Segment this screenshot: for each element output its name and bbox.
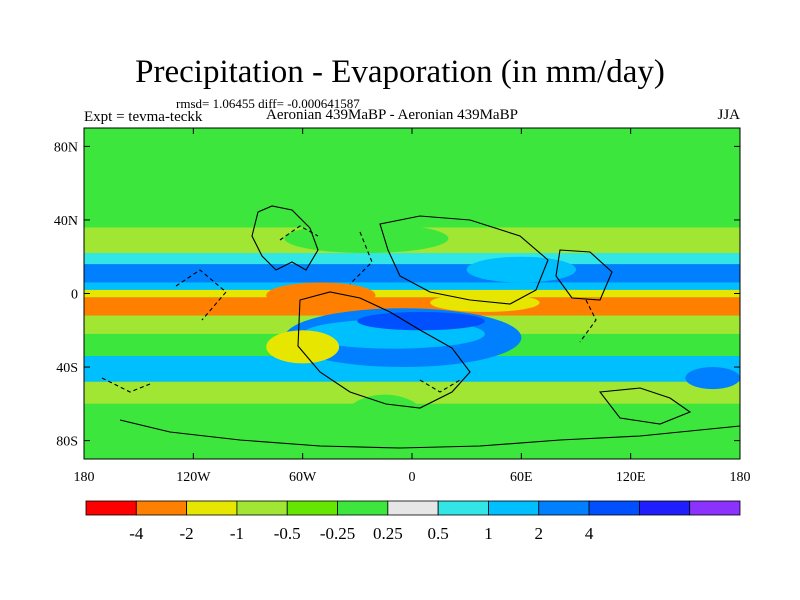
comparison-label: Aeronian 439MaBP - Aeronian 439MaBP xyxy=(266,107,518,123)
colorbar-swatch xyxy=(387,500,439,516)
field-anomaly xyxy=(339,394,431,460)
season-label: JJA xyxy=(717,107,740,123)
colorbar-swatch xyxy=(186,500,238,516)
colorbar-swatch xyxy=(488,500,540,516)
field-band xyxy=(84,381,740,404)
y-tick-label: 80S xyxy=(56,435,78,450)
y-tick-label: 80N xyxy=(54,140,78,155)
colorbar-label: -2 xyxy=(180,524,194,543)
x-tick-label: 60E xyxy=(510,470,533,485)
field-anomaly xyxy=(466,256,576,283)
paleo-coastline-dashed xyxy=(279,225,319,241)
field-anomaly xyxy=(284,223,449,254)
x-tick-label: 120E xyxy=(616,470,646,485)
colorbar-label: 2 xyxy=(535,524,544,543)
field-anomaly xyxy=(430,293,540,312)
chart-title: Precipitation - Evaporation (in mm/day) xyxy=(135,54,665,90)
coastline xyxy=(555,249,613,301)
paleo-coastline-dashed xyxy=(349,231,373,285)
colorbar-label: -1 xyxy=(230,524,244,543)
field-anomaly xyxy=(266,330,340,364)
colorbar-label: 0.5 xyxy=(428,524,449,543)
field-anomaly xyxy=(685,367,741,390)
coastline xyxy=(119,419,741,449)
paleo-coastline-dashed xyxy=(101,377,151,393)
paleo-coastline-dashed xyxy=(579,299,597,343)
field-band xyxy=(84,297,740,316)
axes: 180 120W 60W 0 60E 120E 180 80N 40N 0 40S 80S xyxy=(54,128,751,485)
colorbar-swatch xyxy=(588,500,640,516)
x-tick-label: 180 xyxy=(730,470,751,485)
x-tick-label: 180 xyxy=(74,470,95,485)
coastlines xyxy=(101,205,741,449)
field-band xyxy=(84,264,740,283)
precip-evap-field xyxy=(84,128,741,460)
colorbar-swatch xyxy=(286,500,338,516)
colorbar-swatch xyxy=(538,500,590,516)
paleo-coastline-dashed xyxy=(419,379,461,393)
colorbar: -4 -2 -1 -0.5 -0.25 0.25 0.5 1 2 4 xyxy=(85,500,741,543)
colorbar-label: 4 xyxy=(585,524,594,543)
field-anomaly xyxy=(357,311,485,331)
colorbar-label: -0.25 xyxy=(320,524,355,543)
experiment-label: Expt = tevma-teckk xyxy=(84,109,203,125)
y-tick-label: 40S xyxy=(56,361,78,376)
colorbar-label: -0.5 xyxy=(274,524,301,543)
colorbar-swatch xyxy=(638,500,691,516)
field-band xyxy=(84,253,740,265)
x-tick-label: 0 xyxy=(409,470,416,485)
field-band xyxy=(84,282,740,290)
colorbar-label: 0.25 xyxy=(373,524,403,543)
y-tick-label: 0 xyxy=(71,288,78,303)
colorbar-swatch xyxy=(689,500,741,516)
y-tick-label: 40N xyxy=(54,214,78,229)
field-band xyxy=(84,289,740,298)
colorbar-swatch xyxy=(236,500,288,516)
field-anomaly xyxy=(266,282,376,309)
colorbar-swatch xyxy=(437,500,489,516)
coastline xyxy=(379,215,549,305)
coastline xyxy=(598,387,692,425)
colorbar-label: -4 xyxy=(129,524,144,543)
coastline xyxy=(251,205,319,271)
field-band xyxy=(84,197,740,228)
coastline xyxy=(297,291,471,409)
x-tick-label: 120W xyxy=(176,470,211,485)
colorbar-swatch xyxy=(85,500,137,516)
x-tick-label: 60W xyxy=(289,470,317,485)
paleo-coastline-dashed xyxy=(175,269,227,321)
colorbar-swatch xyxy=(337,500,389,516)
rmsd-diff-stats: rmsd= 1.06455 diff= -0.000641587 xyxy=(176,96,360,111)
colorbar-label: 1 xyxy=(484,524,493,543)
colorbar-swatch xyxy=(135,500,188,516)
